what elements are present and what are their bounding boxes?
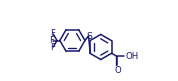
Text: F: F	[49, 36, 54, 45]
Text: F: F	[50, 43, 55, 52]
Text: O: O	[114, 66, 121, 75]
Text: F: F	[50, 29, 55, 38]
Text: OH: OH	[125, 52, 138, 61]
Text: S: S	[87, 32, 92, 41]
